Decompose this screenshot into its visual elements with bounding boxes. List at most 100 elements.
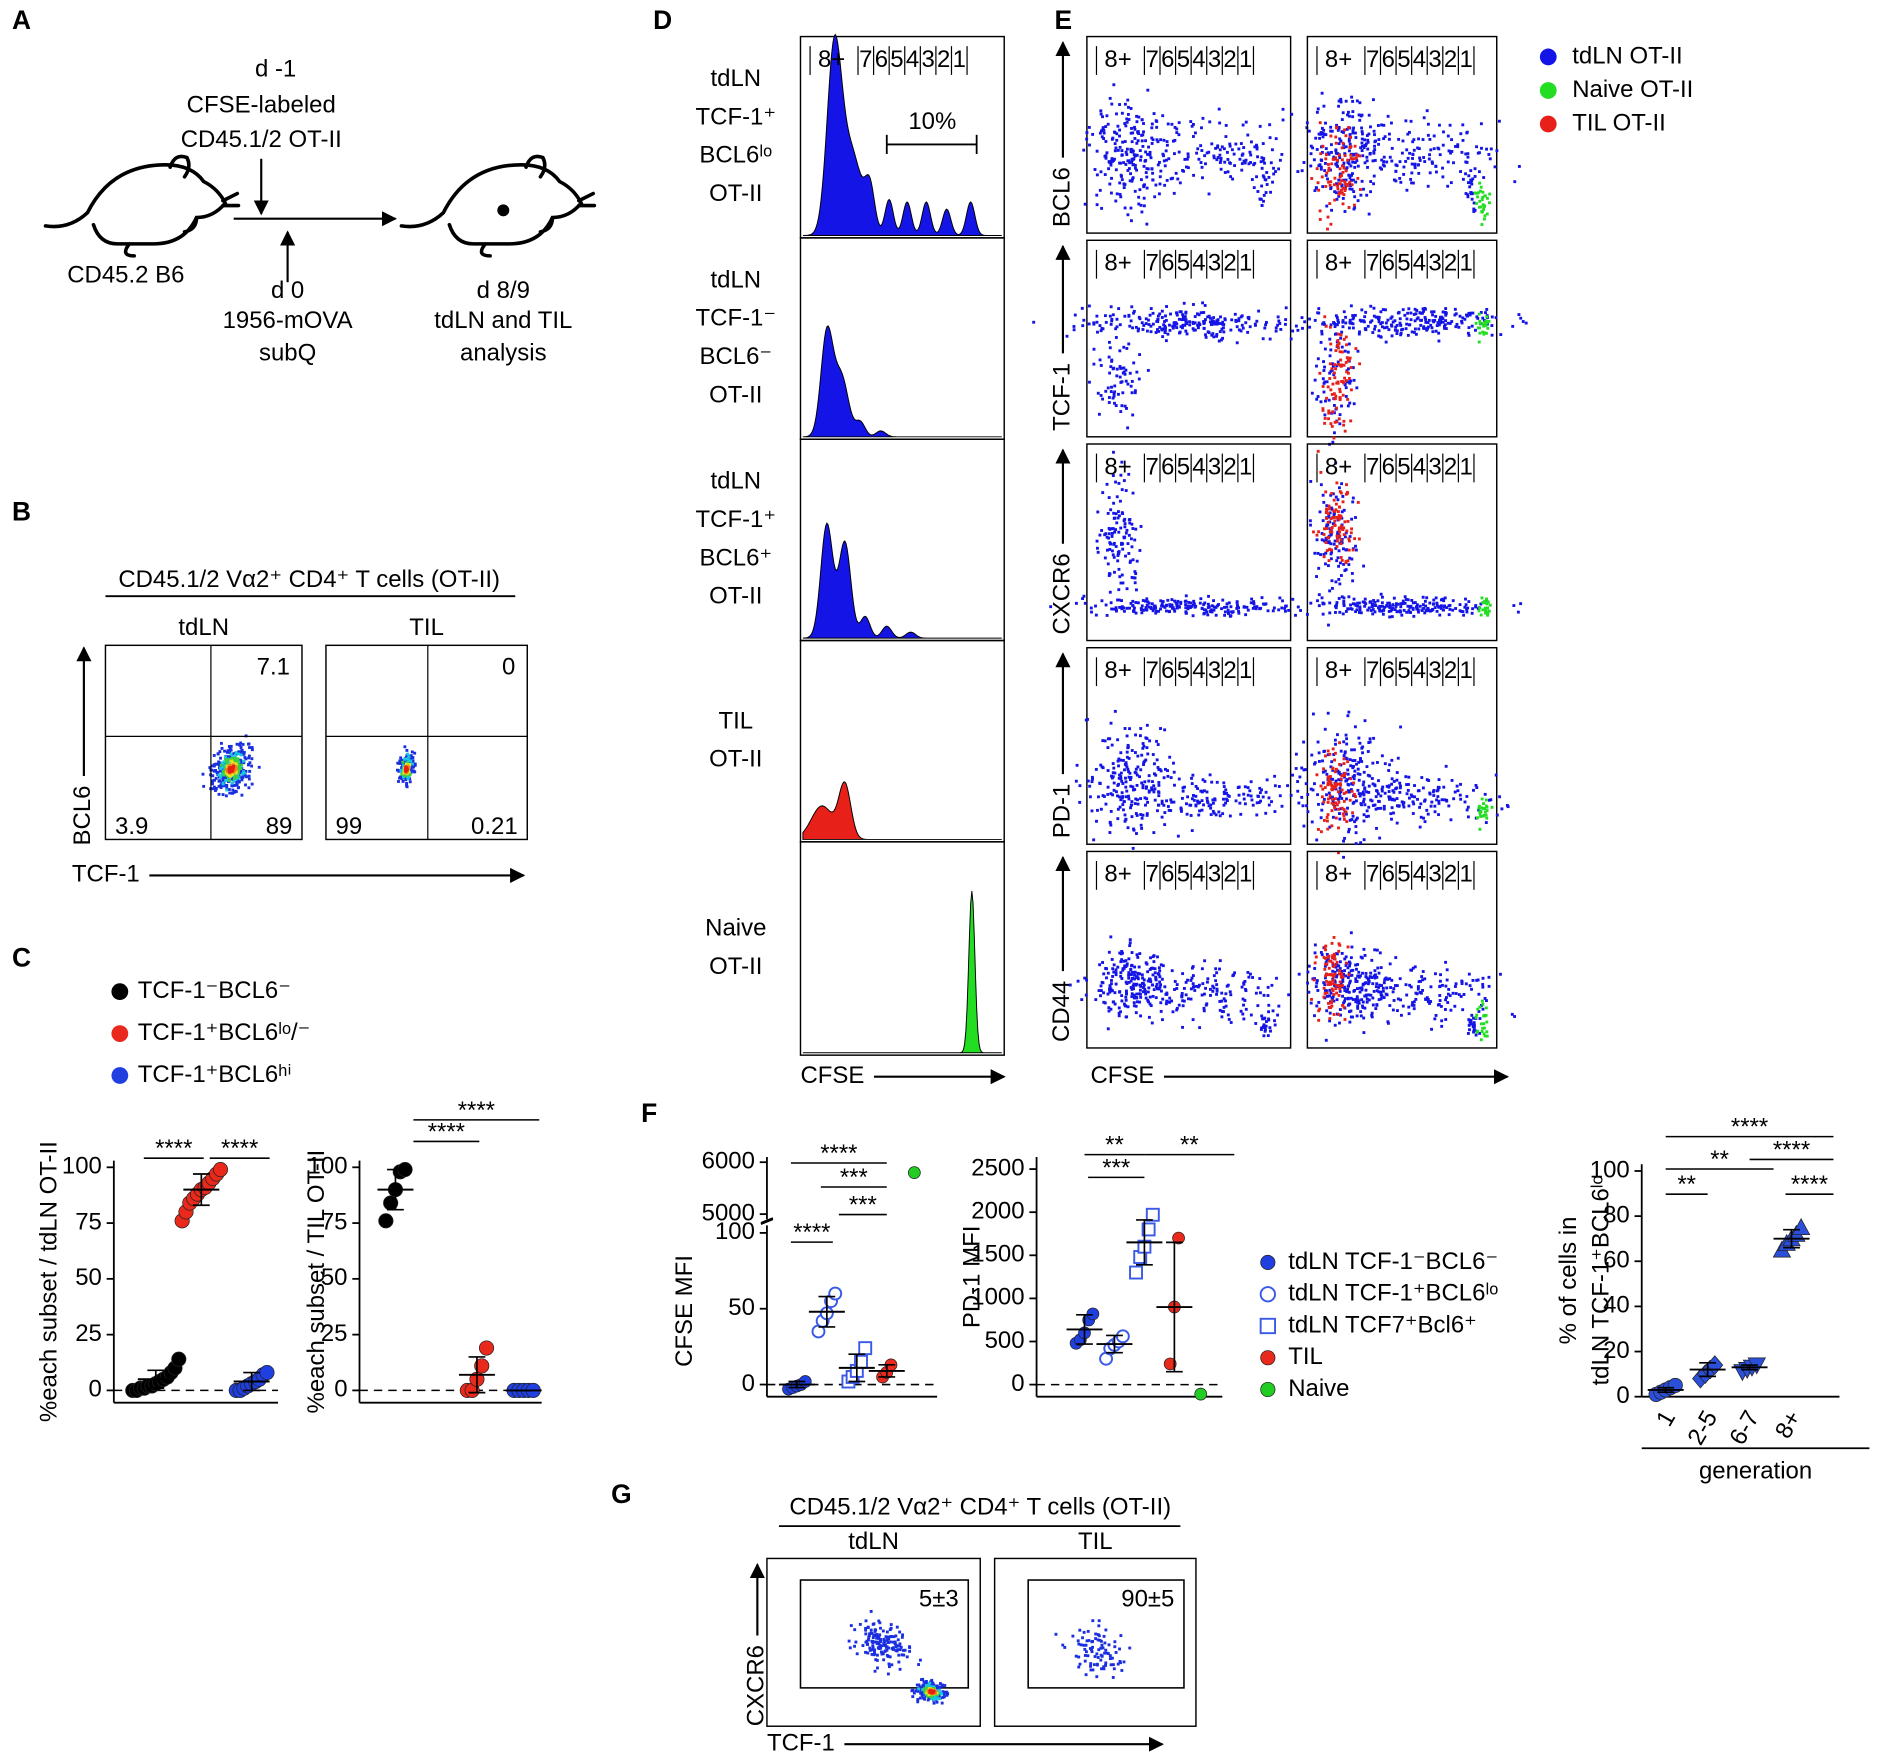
cell-dot — [1158, 313, 1161, 316]
cell-dot — [1128, 325, 1131, 328]
cell-dot — [1333, 372, 1336, 375]
cell-dot — [1462, 139, 1465, 142]
cell-dot — [1111, 958, 1114, 961]
cell-dot — [1138, 316, 1141, 319]
cell-dot — [1422, 787, 1425, 790]
gate-label: 4 — [1192, 46, 1205, 73]
cell-dot — [1323, 366, 1326, 369]
cell-dot — [1356, 608, 1359, 611]
cell-dot — [1361, 149, 1364, 152]
cell-dot — [1153, 954, 1156, 957]
cell-dot — [1480, 122, 1483, 125]
cell-dot — [1405, 327, 1408, 330]
cell-dot — [1397, 312, 1400, 315]
cell-dot — [1395, 332, 1398, 335]
cell-dot — [1361, 745, 1364, 748]
cell-dot — [1393, 597, 1396, 600]
cell-dot — [1261, 167, 1264, 170]
cell-dot — [1309, 524, 1312, 527]
cell-dot — [1104, 967, 1107, 970]
cell-dot — [1196, 147, 1199, 150]
cell-dot — [1109, 542, 1112, 545]
cell-dot — [1183, 987, 1186, 990]
cell-dot — [1114, 149, 1117, 152]
cell-dot — [1126, 99, 1129, 102]
cell-dot — [1215, 983, 1218, 986]
cell-dot — [1471, 198, 1474, 201]
cell-dot — [1205, 336, 1208, 339]
cell-dot — [1361, 972, 1364, 975]
cell-dot — [1368, 993, 1371, 996]
cell-dot — [1401, 152, 1404, 155]
cell-dot — [1332, 747, 1335, 750]
cell-dot — [1357, 768, 1360, 771]
cell-dot — [1227, 1013, 1230, 1016]
cell-dot — [1271, 148, 1274, 151]
plot-label: TIL — [409, 614, 444, 641]
cell-dot — [1119, 146, 1122, 149]
cell-dot — [1203, 154, 1206, 157]
cell-dot — [1341, 559, 1344, 562]
cell-dot — [1397, 138, 1400, 141]
cell-dot — [236, 757, 239, 760]
cell-dot — [1467, 815, 1470, 818]
cell-dot — [1209, 773, 1212, 776]
cell-dot — [1100, 808, 1103, 811]
cell-dot — [1118, 103, 1121, 106]
cell-dot — [247, 756, 250, 759]
cell-dot — [1336, 188, 1339, 191]
cell-dot — [1263, 994, 1266, 997]
cell-dot — [1481, 797, 1484, 800]
cell-dot — [1395, 602, 1398, 605]
cell-dot — [1459, 603, 1462, 606]
cell-dot — [1480, 614, 1483, 617]
cell-dot — [397, 780, 400, 783]
cell-dot — [1329, 388, 1332, 391]
cell-dot — [1145, 322, 1148, 325]
cell-dot — [1194, 131, 1197, 134]
cell-dot — [1118, 181, 1121, 184]
cell-dot — [1414, 328, 1417, 331]
cell-dot — [1149, 151, 1152, 154]
cell-dot — [1088, 785, 1091, 788]
gate-label: 4 — [1413, 657, 1426, 684]
cell-dot — [1287, 609, 1290, 612]
cell-dot — [1367, 815, 1370, 818]
cell-dot — [1334, 770, 1337, 773]
cell-dot — [1110, 601, 1113, 604]
cell-dot — [1230, 318, 1233, 321]
cell-dot — [1116, 559, 1119, 562]
cell-dot — [1206, 981, 1209, 984]
cell-dot — [1157, 784, 1160, 787]
cell-dot — [1363, 315, 1366, 318]
cell-dot — [1271, 181, 1274, 184]
cell-dot — [1131, 326, 1134, 329]
cell-dot — [1369, 600, 1372, 603]
cell-dot — [1362, 319, 1365, 322]
cell-dot — [1116, 554, 1119, 557]
cell-dot — [1295, 767, 1298, 770]
cell-dot — [1147, 369, 1150, 372]
cell-dot — [1153, 112, 1156, 115]
cell-dot — [1360, 127, 1363, 130]
cell-dot — [1417, 327, 1420, 330]
cell-dot — [1348, 549, 1351, 552]
cell-dot — [1125, 1015, 1128, 1018]
cell-dot — [1223, 785, 1226, 788]
cell-dot — [1333, 806, 1336, 809]
cell-dot — [1126, 426, 1129, 429]
cell-dot — [1120, 149, 1123, 152]
cell-dot — [1363, 788, 1366, 791]
cell-dot — [1204, 304, 1207, 307]
cell-dot — [1261, 1017, 1264, 1020]
cell-dot — [1342, 325, 1345, 328]
cell-dot — [1118, 606, 1121, 609]
cell-dot — [1316, 538, 1319, 541]
cell-dot — [1342, 382, 1345, 385]
cell-dot — [1464, 161, 1467, 164]
cell-dot — [1442, 609, 1445, 612]
cell-dot — [1259, 607, 1262, 610]
cell-dot — [1450, 818, 1453, 821]
cell-dot — [1146, 153, 1149, 156]
cell-dot — [1322, 613, 1325, 616]
